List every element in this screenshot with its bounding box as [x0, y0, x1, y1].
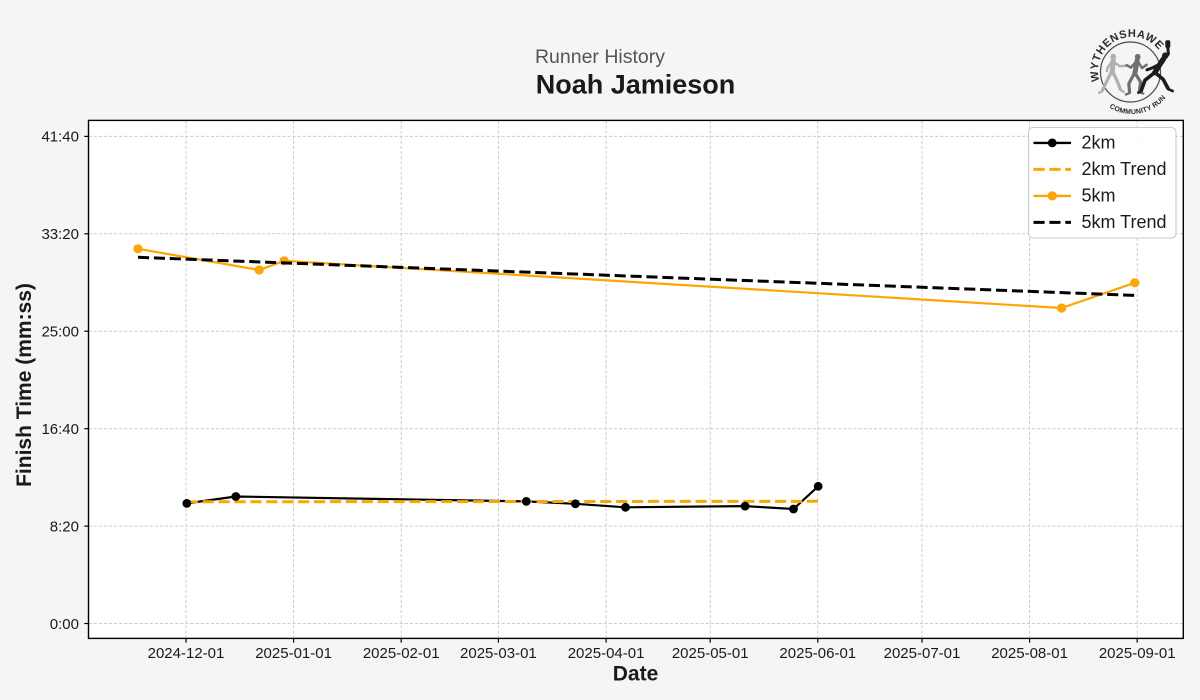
svg-text:41:40: 41:40 [41, 129, 79, 146]
svg-text:2025-02-01: 2025-02-01 [363, 645, 440, 662]
svg-text:2025-07-01: 2025-07-01 [884, 645, 961, 662]
svg-text:2025-06-01: 2025-06-01 [779, 645, 856, 662]
svg-text:2024-12-01: 2024-12-01 [148, 645, 225, 662]
svg-text:Runner History: Runner History [535, 46, 665, 68]
svg-text:Date: Date [613, 663, 659, 686]
svg-text:2025-04-01: 2025-04-01 [568, 645, 645, 662]
svg-text:8:20: 8:20 [50, 518, 79, 535]
svg-text:0:00: 0:00 [50, 616, 79, 633]
svg-text:25:00: 25:00 [41, 324, 79, 341]
svg-text:5km: 5km [1082, 186, 1116, 206]
svg-text:2km Trend: 2km Trend [1082, 159, 1167, 179]
svg-text:2025-01-01: 2025-01-01 [255, 645, 332, 662]
svg-text:Finish Time (mm:ss): Finish Time (mm:ss) [13, 283, 36, 487]
svg-text:2025-08-01: 2025-08-01 [991, 645, 1068, 662]
svg-text:2025-09-01: 2025-09-01 [1099, 645, 1176, 662]
svg-text:33:20: 33:20 [41, 226, 79, 243]
svg-text:16:40: 16:40 [41, 421, 79, 438]
svg-text:2km: 2km [1082, 133, 1116, 153]
svg-text:5km Trend: 5km Trend [1082, 212, 1167, 232]
svg-text:2025-05-01: 2025-05-01 [672, 645, 749, 662]
svg-text:Noah Jamieson: Noah Jamieson [536, 70, 736, 100]
svg-text:2025-03-01: 2025-03-01 [460, 645, 537, 662]
